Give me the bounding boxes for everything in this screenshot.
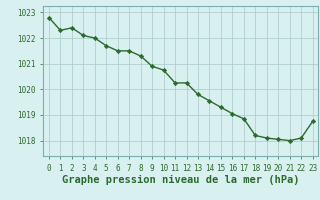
X-axis label: Graphe pression niveau de la mer (hPa): Graphe pression niveau de la mer (hPa) [62, 175, 300, 185]
